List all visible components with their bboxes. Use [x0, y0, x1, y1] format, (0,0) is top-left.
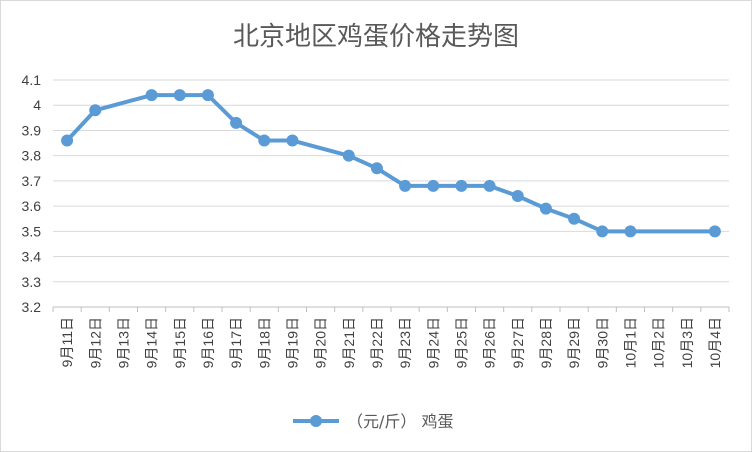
- data-point: [258, 134, 271, 147]
- data-point: [539, 202, 552, 215]
- x-tick-label: 9月26日: [482, 317, 498, 368]
- y-tick-label: 3.8: [22, 148, 42, 164]
- data-point: [173, 89, 186, 102]
- legend: （元/斤） 鸡蛋: [293, 412, 453, 431]
- x-tick-label: 9月18日: [256, 317, 272, 368]
- legend-marker-swatch: [310, 415, 322, 427]
- gridlines: [53, 79, 729, 308]
- x-tick-label: 9月13日: [115, 317, 131, 368]
- data-point: [370, 162, 383, 175]
- data-point: [568, 212, 581, 225]
- x-tick-label: 9月12日: [87, 317, 103, 368]
- y-tick-label: 3.6: [22, 198, 42, 214]
- chart-title: 北京地区鸡蛋价格走势图: [233, 22, 519, 52]
- data-point: [596, 225, 609, 238]
- x-tick-label: 9月20日: [313, 317, 329, 368]
- x-tick-label: 9月29日: [566, 317, 582, 368]
- data-point: [624, 225, 637, 238]
- y-tick-label: 3.3: [22, 274, 42, 290]
- x-tick-label: 9月16日: [200, 317, 216, 368]
- x-tick-label: 9月22日: [369, 317, 385, 368]
- series-group: [61, 89, 721, 238]
- x-tick-label: 10月3日: [679, 317, 695, 368]
- x-tick-label: 9月21日: [341, 317, 357, 368]
- data-point: [511, 190, 524, 203]
- data-point: [708, 225, 721, 238]
- y-tick-label: 3.2: [22, 299, 42, 315]
- x-tick-label: 9月15日: [172, 317, 188, 368]
- y-tick-label: 3.9: [22, 122, 42, 138]
- x-tick-label: 9月11日: [59, 317, 75, 367]
- data-point: [89, 104, 102, 117]
- x-tick-label: 9月25日: [453, 317, 469, 368]
- x-tick-label: 9月14日: [144, 317, 160, 368]
- legend-label: （元/斤） 鸡蛋: [347, 412, 453, 431]
- x-tick-label: 10月4日: [707, 317, 723, 368]
- x-tick-label: 9月27日: [510, 317, 526, 368]
- x-tick-label: 9月30日: [594, 317, 610, 368]
- data-point: [201, 89, 214, 102]
- y-tick-label: 4.1: [22, 72, 42, 88]
- data-point: [61, 134, 74, 147]
- y-tick-label: 3.5: [22, 223, 42, 239]
- x-tick-label: 9月19日: [284, 317, 300, 368]
- y-axis-ticks: 3.2 3.3 3.4 3.5 3.6 3.7 3.8 3.9 4 4.1: [22, 72, 42, 315]
- x-tick-label: 9月23日: [397, 317, 413, 368]
- y-tick-label: 3.4: [22, 249, 42, 265]
- x-tick-label: 9月24日: [425, 317, 441, 368]
- data-point: [286, 134, 299, 147]
- series-line: [65, 93, 715, 234]
- x-tick-label: 10月1日: [622, 317, 638, 368]
- x-tick-label: 9月28日: [538, 317, 554, 368]
- x-axis-ticks: 9月11日 9月12日 9月13日 9月14日 9月15日 9月16日 9月17日 9月18日…: [52, 307, 730, 368]
- x-tick-label: 10月2日: [651, 317, 667, 368]
- x-tick-label: 9月17日: [228, 317, 244, 368]
- data-point: [483, 179, 496, 192]
- data-point: [145, 89, 158, 102]
- data-point: [342, 149, 355, 162]
- data-point: [427, 179, 440, 192]
- data-point: [230, 116, 243, 129]
- y-tick-label: 3.7: [22, 173, 42, 189]
- data-point: [399, 179, 412, 192]
- y-tick-label: 4: [33, 97, 41, 113]
- data-point: [455, 179, 468, 192]
